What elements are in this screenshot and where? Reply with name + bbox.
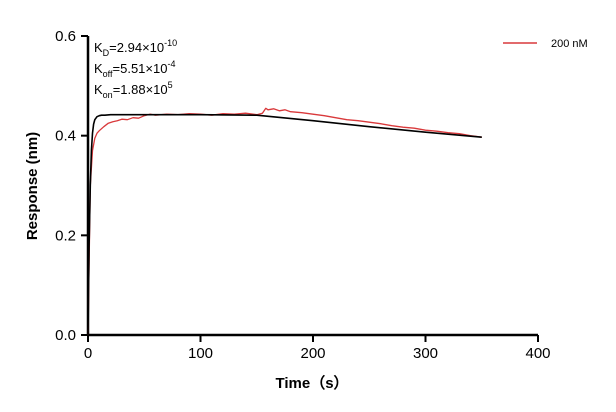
x-tick-label: 0	[84, 345, 92, 362]
legend-label-200nm: 200 nM	[551, 38, 588, 50]
legend: 200 nM	[503, 38, 588, 50]
series-layer	[87, 107, 482, 336]
axes: 0 100 200 300 400 0.0 0.2 0.4 0.6	[55, 28, 550, 362]
x-tick-label: 400	[525, 345, 550, 362]
x-tick-label: 300	[413, 345, 438, 362]
fit-curve	[87, 113, 482, 336]
y-tick-label: 0.0	[55, 327, 76, 344]
kd-annotation: KD=2.94×10-10	[94, 38, 177, 58]
series-line-200nm	[87, 107, 482, 336]
x-tick-label: 200	[300, 345, 325, 362]
y-tick-label: 0.6	[55, 28, 76, 45]
kon-annotation: Kon=1.88×105	[94, 80, 173, 100]
y-tick-label: 0.4	[55, 128, 76, 145]
x-tick-label: 100	[188, 345, 213, 362]
koff-annotation: Koff=5.51×10-4	[94, 59, 175, 79]
x-axis-title: Time（s）	[275, 374, 348, 392]
y-tick-label: 0.2	[55, 227, 76, 244]
y-axis-title: Response (nm)	[24, 132, 41, 240]
